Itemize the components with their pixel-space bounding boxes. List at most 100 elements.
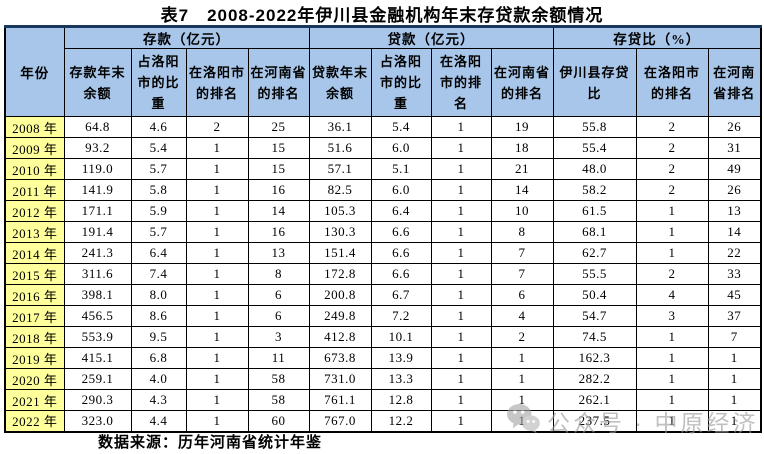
data-cell: 6.7 (370, 284, 432, 306)
data-cell: 54.7 (552, 305, 637, 327)
data-cell: 18 (490, 137, 554, 159)
data-cell: 12.2 (370, 410, 432, 432)
data-cell: 1 (707, 410, 762, 432)
col-header-loan-prov-rank: 在河南省的排名 (490, 48, 554, 117)
data-cell: 1 (635, 326, 709, 348)
data-cell: 1 (490, 347, 554, 369)
data-cell: 8.0 (130, 284, 187, 306)
data-cell: 1 (430, 221, 492, 243)
data-cell: 1 (430, 284, 492, 306)
data-cell: 19 (490, 116, 554, 138)
data-cell: 2 (635, 137, 709, 159)
data-cell: 68.1 (552, 221, 637, 243)
data-cell: 15 (247, 137, 310, 159)
col-header-deposit-city-rank: 在洛阳市的排名 (185, 48, 249, 117)
data-cell: 64.8 (63, 116, 132, 138)
data-cell: 323.0 (63, 410, 132, 432)
data-cell: 171.1 (63, 200, 132, 222)
data-cell: 15 (247, 158, 310, 180)
data-cell: 13 (247, 242, 310, 264)
data-cell: 1 (185, 368, 249, 390)
data-cell: 4.4 (130, 410, 187, 432)
data-cell: 1 (635, 368, 709, 390)
data-cell: 11 (247, 347, 310, 369)
data-cell: 6.8 (130, 347, 187, 369)
data-cell: 8 (247, 263, 310, 285)
data-cell: 55.4 (552, 137, 637, 159)
data-cell: 1 (185, 200, 249, 222)
data-cell: 1 (490, 410, 554, 432)
year-cell: 2014 年 (4, 242, 65, 264)
table-row: 2015 年 311.6 7.4 1 8 172.8 6.6 1 7 55.5 2 33 (4, 263, 762, 285)
data-cell: 22 (707, 242, 762, 264)
data-cell: 7 (490, 263, 554, 285)
data-cell: 249.8 (308, 305, 372, 327)
data-cell: 767.0 (308, 410, 372, 432)
data-cell: 1 (635, 242, 709, 264)
data-cell: 58 (247, 368, 310, 390)
table-row: 2013 年 191.4 5.7 1 16 130.3 6.6 1 8 68.1 1 14 (4, 221, 762, 243)
data-cell: 6.6 (370, 242, 432, 264)
table-row: 2008 年 64.8 4.6 2 25 36.1 5.4 1 19 55.8 2 26 (4, 116, 762, 138)
loan-group-header: 贷款（亿元） (308, 26, 554, 49)
data-cell: 2 (185, 116, 249, 138)
data-cell: 10 (490, 200, 554, 222)
data-cell: 5.4 (130, 137, 187, 159)
col-header-deposit-prov-rank: 在河南省的排名 (247, 48, 310, 117)
year-cell: 2011 年 (4, 179, 65, 201)
data-cell: 262.1 (552, 389, 637, 411)
data-cell: 9.5 (130, 326, 187, 348)
data-cell: 1 (185, 410, 249, 432)
data-cell: 1 (430, 158, 492, 180)
year-cell: 2012 年 (4, 200, 65, 222)
data-cell: 13.3 (370, 368, 432, 390)
col-header-deposit-balance: 存款年末余额 (63, 48, 132, 117)
table-header: 年份 存款（亿元） 贷款（亿元） 存贷比（%） 存款年末余额 占洛阳市的比重 在… (4, 26, 762, 117)
data-cell: 456.5 (63, 305, 132, 327)
table-row: 2009 年 93.2 5.4 1 15 51.6 6.0 1 18 55.4 2 31 (4, 137, 762, 159)
data-cell: 61.5 (552, 200, 637, 222)
data-cell: 1 (430, 347, 492, 369)
col-header-loan-share: 占洛阳市的比重 (370, 48, 432, 117)
data-cell: 1 (430, 410, 492, 432)
data-cell: 3 (247, 326, 310, 348)
data-cell: 6.4 (370, 200, 432, 222)
year-cell: 2008 年 (4, 116, 65, 138)
data-cell: 673.8 (308, 347, 372, 369)
data-cell: 31 (707, 137, 762, 159)
data-cell: 1 (185, 179, 249, 201)
year-cell: 2021 年 (4, 389, 65, 411)
table-title: 表7 2008-2022年伊川县金融机构年末存贷款余额情况 (160, 6, 604, 25)
data-cell: 1 (185, 221, 249, 243)
data-cell: 5.9 (130, 200, 187, 222)
data-cell: 1 (635, 200, 709, 222)
data-cell: 1 (430, 116, 492, 138)
data-cell: 82.5 (308, 179, 372, 201)
data-cell: 6 (490, 284, 554, 306)
data-cell: 74.5 (552, 326, 637, 348)
data-cell: 6.6 (370, 263, 432, 285)
data-cell: 1 (635, 389, 709, 411)
data-cell: 2 (635, 179, 709, 201)
data-cell: 2 (635, 116, 709, 138)
source-note: 数据来源：历年河南省统计年鉴 (98, 435, 323, 451)
data-cell: 45 (707, 284, 762, 306)
data-cell: 13 (707, 200, 762, 222)
data-cell: 553.9 (63, 326, 132, 348)
data-cell: 1 (635, 410, 709, 432)
data-cell: 1 (430, 389, 492, 411)
deposit-group-header: 存款（亿元） (63, 26, 310, 49)
data-cell: 21 (490, 158, 554, 180)
data-cell: 4.6 (130, 116, 187, 138)
data-cell: 55.8 (552, 116, 637, 138)
data-cell: 6 (247, 284, 310, 306)
data-cell: 1 (430, 368, 492, 390)
year-cell: 2019 年 (4, 347, 65, 369)
data-cell: 1 (490, 368, 554, 390)
year-column-header: 年份 (4, 26, 65, 117)
table-row: 2016 年 398.1 8.0 1 6 200.8 6.7 1 6 50.4 4 45 (4, 284, 762, 306)
data-cell: 58 (247, 389, 310, 411)
year-cell: 2010 年 (4, 158, 65, 180)
data-cell: 1 (185, 305, 249, 327)
year-cell: 2016 年 (4, 284, 65, 306)
